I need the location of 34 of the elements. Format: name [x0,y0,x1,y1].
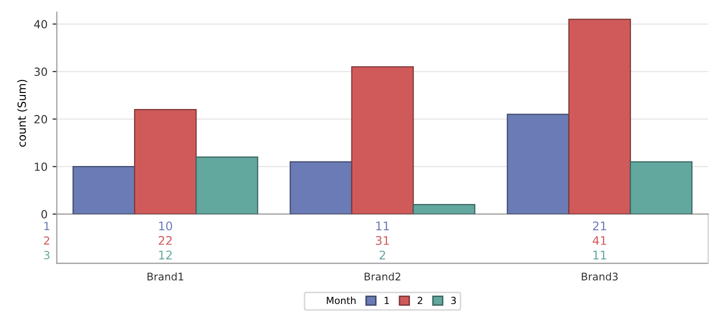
legend-title: Month [326,296,356,304]
bar [412,204,476,214]
y-tick-label: 10 [34,162,48,171]
y-tick-label: 0 [41,210,48,218]
data-label: 2 [380,250,386,260]
bar [568,18,631,214]
data-label: 31 [376,236,389,245]
text: 3 [44,250,50,260]
bar [351,66,414,214]
data-label: 11 [593,250,606,260]
data-label: 21 [593,222,606,230]
legend-label: 3 [451,296,456,304]
data-label: 11 [376,222,389,230]
data-label: 22 [158,236,172,245]
legend-label: 1 [384,296,389,304]
data-label: 41 [592,236,606,245]
data-label: 12 [159,250,172,260]
bar [72,166,136,214]
bar [134,109,197,214]
y-tick-label: 20 [34,115,48,124]
x-tick-label: Brand3 [582,272,618,281]
bar [290,161,352,214]
bar [506,114,570,214]
bar [196,156,258,214]
bar [630,161,692,214]
y-tick-label: 40 [34,20,48,28]
legend-label: 2 [418,296,422,304]
text: 1 [44,222,50,230]
text: 2 [44,236,50,245]
y-tick-label: 30 [34,68,48,76]
y-axis-title: count (Sum) [17,80,28,147]
x-tick-label: Brand2 [364,272,400,281]
x-tick-label: Brand1 [148,272,184,281]
data-label: 10 [159,222,172,230]
